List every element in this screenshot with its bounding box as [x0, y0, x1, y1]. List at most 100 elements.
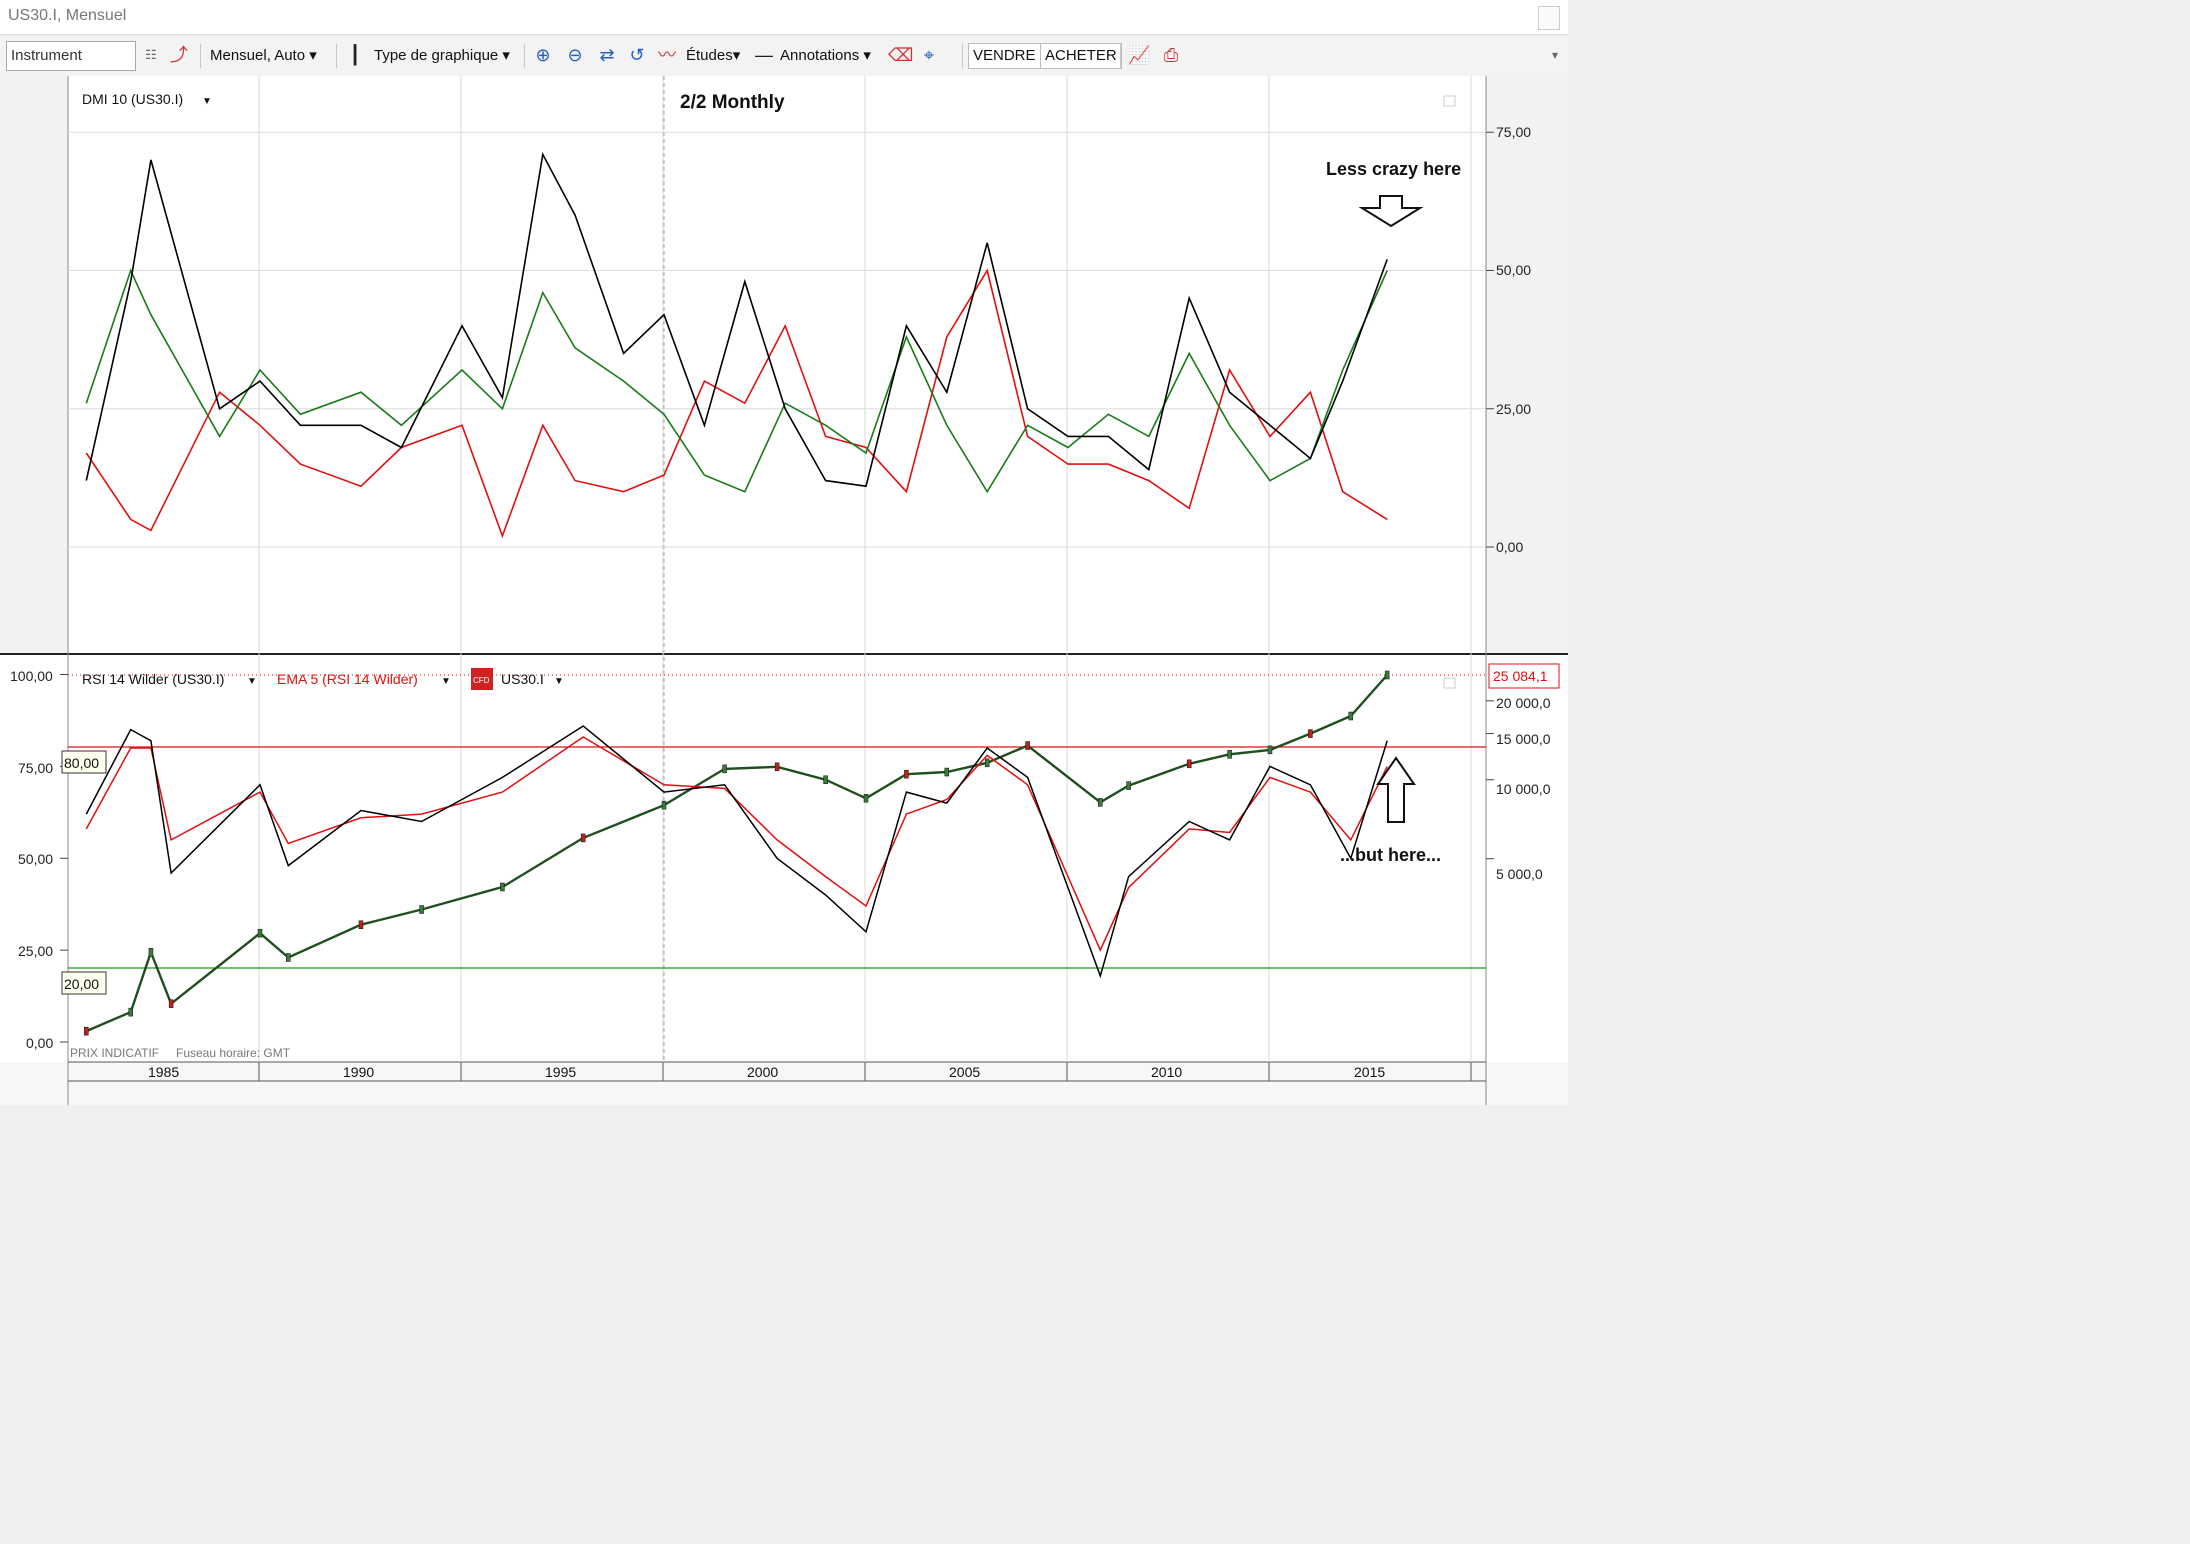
buy-button[interactable]: ACHETER [1040, 43, 1122, 69]
level-20-box [61, 971, 107, 995]
ema-indicator-label[interactable]: EMA 5 (RSI 14 Wilder) [277, 671, 418, 687]
dmi-y-tick: 75,00 [1496, 124, 1531, 140]
rsi-series-group [84, 670, 1390, 1036]
current-price-box [1488, 663, 1560, 689]
vertical-gridlines [258, 76, 1472, 1081]
price-instrument-label[interactable]: US30.I [501, 671, 544, 687]
price-candle [1227, 750, 1232, 759]
price-candle [904, 769, 909, 779]
chart-settings-icon[interactable]: 📈 [1128, 45, 1151, 65]
left-gutter [0, 76, 68, 654]
print-icon[interactable]: ⎙ [1163, 45, 1179, 65]
price-candle [419, 905, 424, 914]
crosshair-icon[interactable]: ⌖ [923, 45, 935, 65]
dmi-line-minusdi [85, 268, 1388, 539]
rsi-line [85, 725, 1388, 979]
current-price-label: 25 084,1 [1493, 668, 1548, 684]
price-candle [257, 928, 263, 938]
price-candle [148, 947, 154, 957]
rsi-y-tick: 100,00 [10, 668, 53, 684]
price-candle [722, 764, 727, 774]
instrument-search-input[interactable]: Instrument [6, 41, 136, 71]
maximize-rsi-panel-icon[interactable] [1443, 677, 1456, 689]
toolbar-separator [962, 44, 963, 68]
chart-heading: 2/2 Monthly [680, 92, 785, 113]
x-tick-year: 2000 [747, 1064, 778, 1080]
price-candle [358, 920, 364, 929]
line-tool-icon: — [755, 45, 773, 65]
price-candle [128, 1007, 133, 1017]
x-tick-year: 1995 [545, 1064, 576, 1080]
price-candle [1025, 741, 1030, 750]
x-axis-band [0, 1062, 1568, 1105]
price-candle [944, 767, 950, 777]
rsi-y-tick: 25,00 [18, 943, 53, 959]
x-tick-year: 2005 [949, 1064, 980, 1080]
cfd-badge-text: CFD [473, 676, 490, 685]
toolbar-separator [336, 44, 337, 68]
instrument-placeholder: Instrument [11, 47, 82, 64]
studies-dropdown[interactable]: Études▾ [686, 47, 741, 64]
price-candle [823, 775, 828, 784]
sell-button[interactable]: VENDRE [968, 43, 1041, 69]
x-tick-year: 2015 [1354, 1064, 1385, 1080]
maximize-panel-icon[interactable] [1443, 95, 1456, 107]
price-y-tick: 10 000,0 [1496, 781, 1551, 797]
price-candle [984, 758, 990, 768]
dmi-line-adx [85, 151, 1388, 488]
dmi-indicator-label[interactable]: DMI 10 (US30.I) [82, 91, 183, 107]
zoom-out-icon[interactable]: ⊖ [567, 45, 583, 65]
timezone-note: Fuseau horaire: GMT [176, 1046, 291, 1060]
price-candle [661, 800, 667, 810]
eraser-icon[interactable]: ⌫ [888, 45, 914, 65]
down-arrow-annotation [1358, 195, 1424, 228]
period-selector[interactable]: Mensuel, Auto ▾ [210, 47, 317, 64]
price-candle [1186, 759, 1192, 769]
window-title-bar: US30.I, Mensuel [0, 0, 1568, 35]
window-control-button[interactable] [1538, 6, 1560, 30]
price-candle [1308, 729, 1313, 738]
reset-icon[interactable]: ↺ [629, 45, 645, 65]
instrument-list-icon[interactable]: ☷ [145, 47, 157, 62]
ema-dropdown-icon[interactable]: ▼ [441, 676, 451, 687]
dmi-y-tick: 25,00 [1496, 401, 1531, 417]
zoom-in-icon[interactable]: ⊕ [535, 45, 551, 65]
toolbar-separator [1120, 44, 1121, 68]
rsi-y-tick: 0,00 [26, 1035, 53, 1051]
add-chart-icon[interactable]: ⤴ [170, 45, 188, 65]
right-gutter [1486, 76, 1568, 654]
dmi-dropdown-icon[interactable]: ▼ [202, 96, 212, 107]
candlestick-icon: ┃ [349, 45, 361, 65]
rsi-y-tick: 50,00 [18, 851, 53, 867]
price-y-tick: 5 000,0 [1496, 866, 1543, 882]
level-20-label: 20,00 [64, 976, 99, 992]
level-80-box [61, 750, 107, 774]
toolbar-separator [524, 44, 525, 68]
dmi-y-axis: 75,00 50,00 25,00 0,00 [1496, 124, 1531, 555]
x-tick-year: 2010 [1151, 1064, 1182, 1080]
price-dropdown-icon[interactable]: ▼ [554, 676, 564, 687]
price-candle [1267, 745, 1273, 755]
price-y-axis: 20 000,0 15 000,0 10 000,0 5 000,0 [1496, 695, 1551, 882]
rsi-dropdown-icon[interactable]: ▼ [247, 676, 257, 687]
fit-chart-icon[interactable]: ⇄ [599, 45, 615, 65]
rsi-gridlines [60, 674, 1494, 1043]
dmi-line-plusdi [85, 268, 1388, 494]
price-candle [1348, 711, 1354, 721]
toolbar-overflow-icon[interactable]: ▾ [1551, 48, 1559, 62]
x-axis-years: 1985 1990 1995 2000 2005 2010 2015 [148, 1064, 1385, 1080]
less-crazy-annotation: Less crazy here [1326, 159, 1461, 179]
price-candle [774, 762, 780, 772]
rsi-y-axis: 100,00 75,00 50,00 25,00 0,00 [10, 668, 53, 1051]
chart-type-dropdown[interactable]: Type de graphique ▾ [374, 47, 510, 64]
annotations-label: Annotations [780, 47, 860, 64]
cfd-instrument-icon [471, 668, 493, 690]
chart-canvas: DMI 10 (US30.I) ▼ 2/2 Monthly Less crazy… [0, 76, 1568, 1105]
annotations-dropdown[interactable]: Annotations ▾ [780, 47, 871, 64]
up-arrow-annotation [1376, 756, 1416, 823]
rsi-indicator-label[interactable]: RSI 14 Wilder (US30.I) [82, 671, 224, 687]
but-here-annotation: ...but here... [1340, 845, 1441, 865]
ema-line [85, 736, 1388, 952]
dmi-series-group [85, 151, 1388, 539]
price-candle [168, 999, 174, 1008]
